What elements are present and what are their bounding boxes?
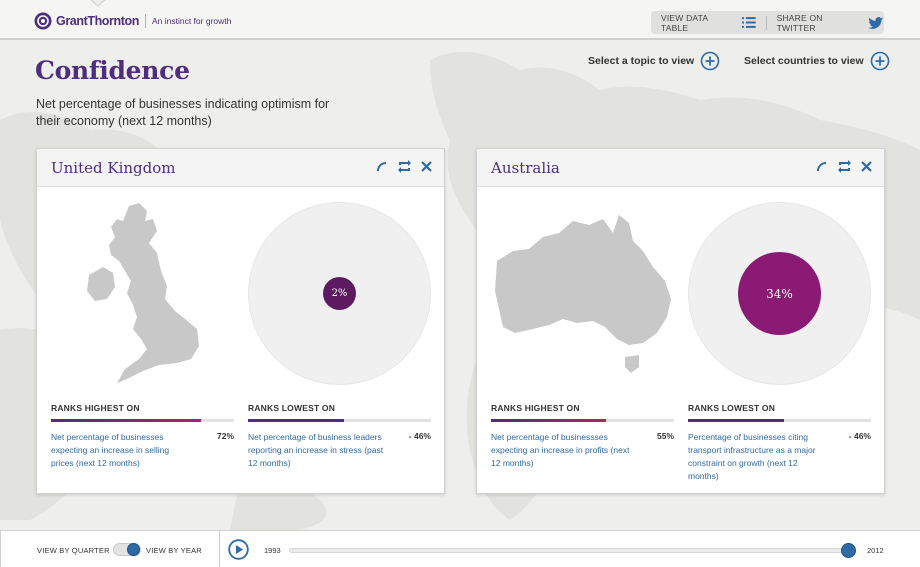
card-actions [806,160,872,173]
view-mode-panel: VIEW BY QUARTER VIEW BY YEAR [0,531,220,567]
share-on-twitter-button[interactable]: SHARE ON TWITTER [777,13,884,33]
grant-thornton-logo[interactable]: GrantThornton An instinct for growth [34,12,231,30]
card-header: Australia [477,149,884,187]
ranks-lowest-value: - 46% [408,431,431,441]
ranks-highest-description[interactable]: Net percentage of businesses expecting a… [51,432,170,468]
australia-map [495,215,671,373]
ranks-lowest-block: RANKS LOWEST ON Percentage of businesses… [688,403,871,481]
ranks-highest-value: 55% [656,431,674,441]
logo-divider [144,14,146,28]
select-countries-button[interactable]: Select countries to view [744,51,890,71]
select-topic-button[interactable]: Select a topic to view [588,51,720,71]
timeline-end-year: 2012 [867,546,884,555]
ranks-highest-value: 72% [216,431,234,441]
ranks-lowest-label: RANKS LOWEST ON [688,403,776,413]
plus-circle-icon [870,51,889,71]
ranks-highest-label: RANKS HIGHEST ON [491,403,580,413]
ranks-lowest-block: RANKS LOWEST ON Net percentage of busine… [248,403,431,468]
page-subtitle: Net percentage of businesses indicating … [36,97,330,128]
timeline-handle[interactable] [841,543,857,558]
card-header: United Kingdom [37,149,444,187]
swap-icon[interactable] [837,160,852,173]
select-topic-label: Select a topic to view [588,55,695,67]
rank-bar [688,419,871,422]
rank-bar [248,419,431,422]
timeline-slider[interactable] [289,543,857,558]
country-card-uk: United Kingdom 2% RANKS HIGHEST ON Net p… [36,148,445,494]
view-mode-toggle[interactable] [113,543,141,556]
list-icon [741,17,756,28]
timeline-bar: VIEW BY QUARTER VIEW BY YEAR 1993 2012 [0,530,920,567]
select-countries-label: Select countries to view [744,55,864,67]
view-by-quarter-label[interactable]: VIEW BY QUARTER [37,546,110,555]
twitter-bird-icon [868,16,884,29]
ranks-lowest-value: - 46% [848,431,871,441]
page-title: Confidence [35,56,190,85]
logo-name: GrantThornton [56,14,139,28]
plus-circle-icon [700,51,720,71]
close-icon[interactable] [861,161,872,172]
card-country-name: Australia [491,159,560,177]
header-notch [90,0,106,7]
value-bubble[interactable]: 34% [738,252,821,335]
share-on-twitter-label: SHARE ON TWITTER [776,12,823,33]
logo-mark-icon [34,12,52,30]
rank-bar-fill [491,419,606,422]
card-country-name: United Kingdom [51,159,176,177]
ranks-lowest-label: RANKS LOWEST ON [248,403,336,413]
swap-icon[interactable] [397,160,412,173]
ranks-highest-description[interactable]: Net percentage of businessses expecting … [491,432,630,468]
toggle-knob [127,543,140,556]
header-separator [765,15,767,30]
logo-tagline: An instinct for growth [151,16,232,26]
header-actions: VIEW DATA TABLE SHARE ON TWITTER [651,11,884,34]
rank-bar-fill [51,419,202,422]
rank-bar-fill [248,419,344,422]
card-actions [366,160,432,173]
view-data-table-label: VIEW DATA TABLE [661,12,708,33]
uk-map [87,203,199,383]
ranks-lowest-description[interactable]: Net percentage of business leaders repor… [248,432,384,468]
country-card-australia: Australia 34% RANKS HIGHEST ON Net perce… [476,148,885,494]
view-by-year-label[interactable]: VIEW BY YEAR [146,546,202,555]
top-header: GrantThornton An instinct for growth VIE… [0,0,920,40]
ranks-highest-label: RANKS HIGHEST ON [51,403,140,413]
view-data-table-button[interactable]: VIEW DATA TABLE [661,13,756,33]
phone-icon[interactable] [375,160,388,173]
rank-bar [51,419,234,422]
ranks-lowest-description[interactable]: Percentage of businesses citing transpor… [688,432,816,481]
ranks-highest-block: RANKS HIGHEST ON Net percentage of busin… [491,403,674,468]
close-icon[interactable] [421,161,432,172]
rank-bar [491,419,674,422]
ranks-highest-block: RANKS HIGHEST ON Net percentage of busin… [51,403,234,468]
timeline-start-year: 1993 [264,546,281,555]
value-bubble[interactable]: 2% [323,277,356,310]
play-icon[interactable] [228,539,249,560]
phone-icon[interactable] [815,160,828,173]
rank-bar-fill [688,419,784,422]
